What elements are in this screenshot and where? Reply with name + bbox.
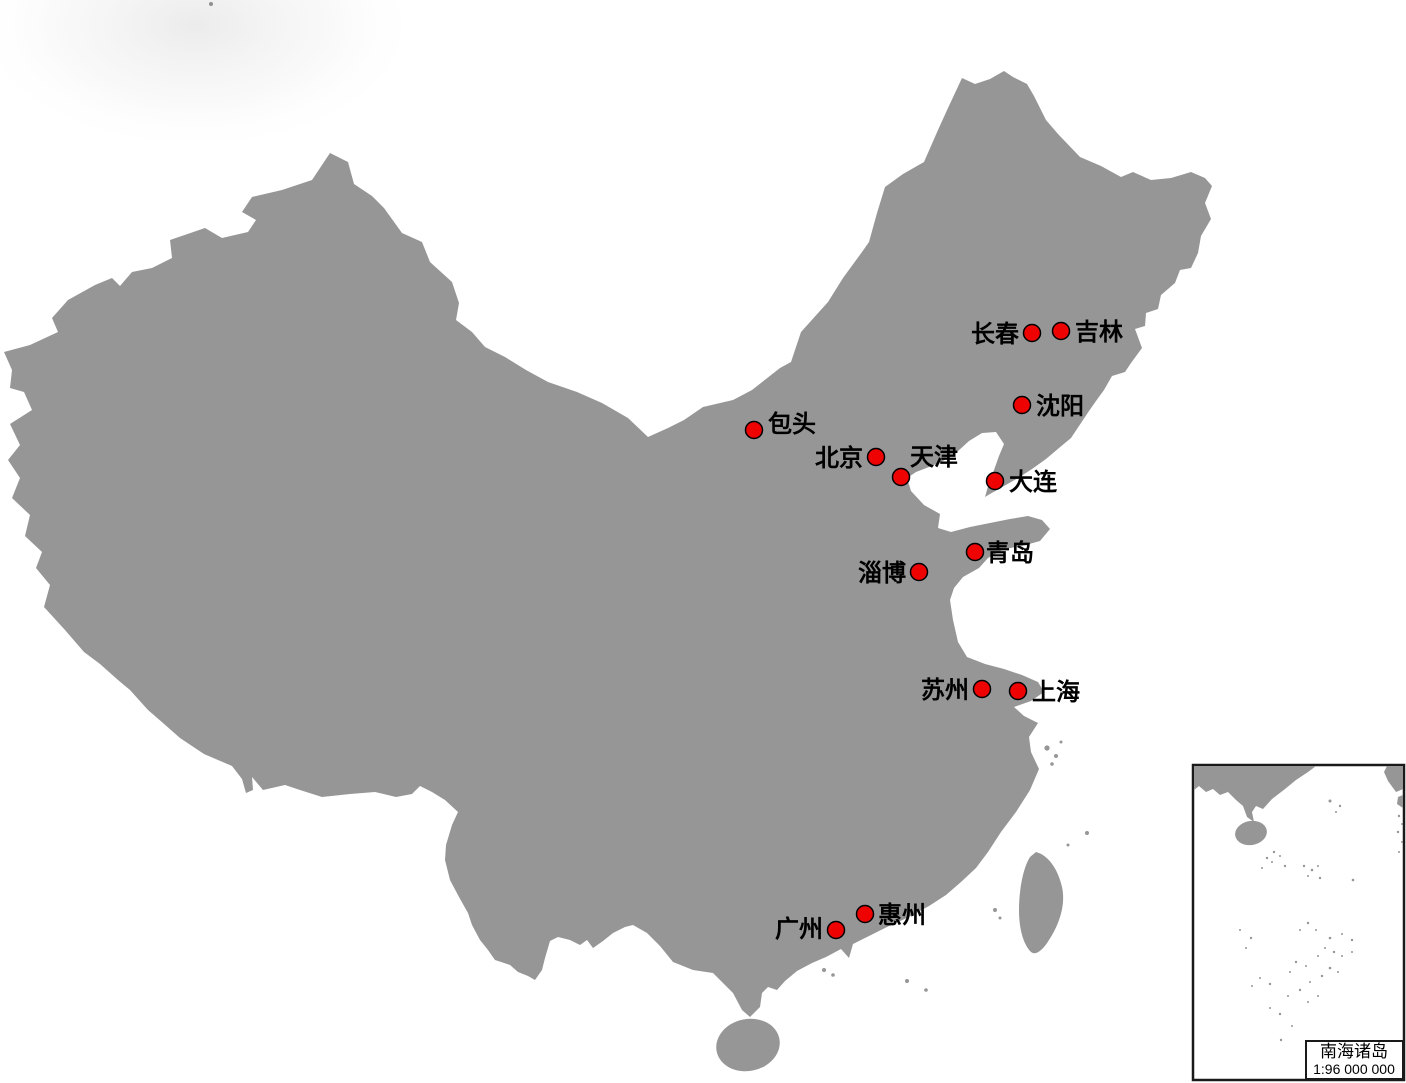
city-marker-jilin — [1051, 321, 1071, 341]
city-marker-huizhou — [855, 904, 875, 924]
inset-frame — [1191, 763, 1406, 1082]
scan-speck — [209, 2, 213, 6]
inset-hainan — [1235, 820, 1267, 846]
city-marker-beijing — [866, 447, 886, 467]
city-marker-tianjin — [891, 467, 911, 487]
city-label-qingdao: 青岛 — [986, 539, 1034, 567]
city-label-guangzhou: 广州 — [775, 915, 823, 943]
city-label-tianjin: 天津 — [910, 444, 958, 471]
city-marker-guangzhou — [826, 920, 846, 940]
city-label-huizhou: 惠州 — [878, 902, 926, 929]
hainan-island — [716, 1018, 780, 1072]
city-marker-baotou — [744, 420, 764, 440]
city-marker-suzhou — [972, 679, 992, 699]
city-label-suzhou: 苏州 — [921, 677, 969, 704]
city-label-shenyang: 沈阳 — [1036, 393, 1084, 420]
coastal-islets — [822, 740, 1089, 992]
city-marker-qingdao — [965, 542, 985, 562]
south-china-sea-inset: 南海诸岛 1:96 000 000 — [1191, 763, 1406, 1082]
city-marker-shenyang — [1012, 395, 1032, 415]
city-label-zibo: 淄博 — [858, 560, 906, 587]
city-marker-dalian — [985, 471, 1005, 491]
city-marker-changchun — [1022, 323, 1042, 343]
inset-island-specks — [1239, 799, 1403, 1042]
city-label-jilin: 吉林 — [1075, 319, 1123, 346]
inset-mainland-coast — [1194, 766, 1316, 822]
scan-smudge — [0, 0, 425, 155]
city-label-dalian: 大连 — [1009, 468, 1058, 496]
city-marker-shanghai — [1008, 681, 1028, 701]
city-marker-zibo — [909, 562, 929, 582]
taiwan-island — [1019, 852, 1064, 954]
inset-scale: 1:96 000 000 — [1313, 1061, 1395, 1077]
inset-title: 南海诸岛 — [1320, 1042, 1388, 1061]
city-label-shanghai: 上海 — [1032, 678, 1080, 706]
china-mainland — [4, 71, 1212, 1017]
city-label-changchun: 长春 — [971, 321, 1019, 348]
inset-luzon-edge — [1397, 795, 1403, 808]
city-label-baotou: 包头 — [768, 410, 816, 438]
inset-legend-box — [1305, 1040, 1404, 1080]
city-label-beijing: 北京 — [815, 444, 863, 472]
inset-taiwan-tip — [1384, 766, 1403, 792]
